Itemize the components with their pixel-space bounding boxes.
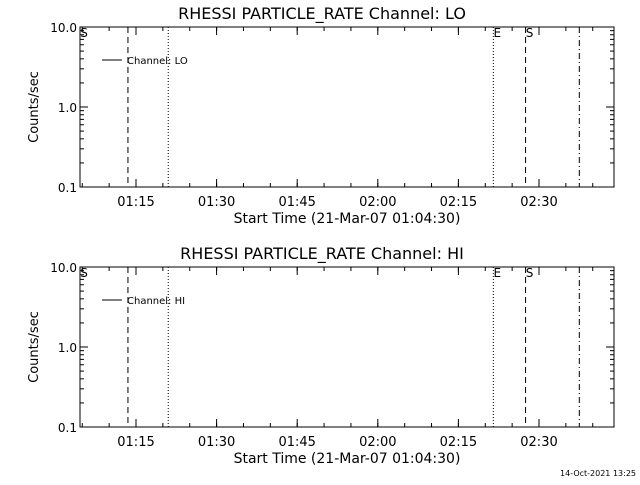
x-tick-label: 01:30 xyxy=(198,195,235,210)
legend-label: Channel: LO xyxy=(127,56,188,67)
x-tick-label: 02:00 xyxy=(359,435,396,450)
chart-panel-1: RHESSI PARTICLE_RATE Channel: LO 10.0 1.0 0… xyxy=(27,4,615,227)
y-axis-label: Counts/sec xyxy=(27,71,42,143)
x-tick-label: 01:45 xyxy=(278,435,315,450)
y-axis-label: Counts/sec xyxy=(27,311,42,383)
marker-label: S xyxy=(526,26,534,40)
x-tick-label: 01:45 xyxy=(278,195,315,210)
chart-panel-2: RHESSI PARTICLE_RATE Channel: HI 10.0 1.0 0… xyxy=(27,244,615,467)
marker-label: S xyxy=(80,266,88,280)
x-tick-label: 02:30 xyxy=(520,435,557,450)
x-tick-label: 02:00 xyxy=(359,195,396,210)
x-axis-label: Start Time (21-Mar-07 01:04:30) xyxy=(234,451,461,467)
y-tick-label: 1.0 xyxy=(58,101,77,115)
x-tick-label: 01:15 xyxy=(117,195,154,210)
y-tick-label: 0.1 xyxy=(58,421,77,435)
y-tick-label: 10.0 xyxy=(50,261,77,275)
x-axis-label: Start Time (21-Mar-07 01:04:30) xyxy=(234,211,461,227)
chart-title: RHESSI PARTICLE_RATE Channel: HI xyxy=(180,244,464,264)
legend: Channel: HI xyxy=(102,296,185,307)
marker-label: E xyxy=(494,266,502,280)
footer-timestamp: 14-Oct-2021 13:25 xyxy=(560,469,636,478)
x-tick-label: 01:30 xyxy=(198,435,235,450)
y-tick-label: 1.0 xyxy=(58,341,77,355)
marker-label: S xyxy=(80,26,88,40)
marker-label: S xyxy=(526,266,534,280)
x-tick-label: 02:15 xyxy=(440,195,477,210)
y-tick-label: 10.0 xyxy=(50,21,77,35)
chart-title: RHESSI PARTICLE_RATE Channel: LO xyxy=(178,4,466,24)
x-tick-label: 01:15 xyxy=(117,435,154,450)
marker-label: E xyxy=(494,26,502,40)
x-tick-label: 02:15 xyxy=(440,435,477,450)
legend: Channel: LO xyxy=(102,56,188,67)
y-tick-label: 0.1 xyxy=(58,181,77,195)
legend-label: Channel: HI xyxy=(127,296,185,307)
x-tick-label: 02:30 xyxy=(520,195,557,210)
